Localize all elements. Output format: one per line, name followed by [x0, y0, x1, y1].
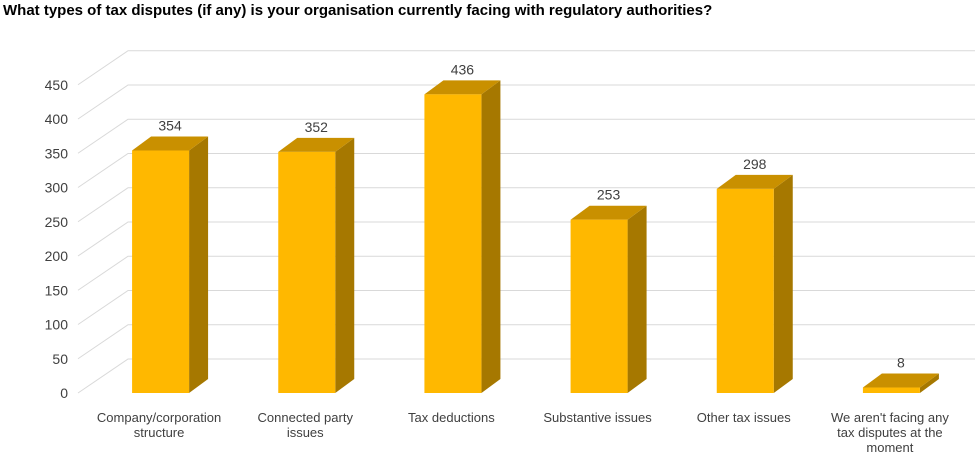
bar — [278, 151, 336, 393]
bar-top — [424, 80, 501, 95]
bar-side — [919, 373, 939, 393]
gridline — [77, 50, 975, 86]
data-label: 436 — [451, 61, 475, 77]
y-tick-label: 100 — [45, 317, 69, 333]
bar-top — [862, 373, 939, 388]
y-tick-label: 0 — [60, 385, 68, 401]
x-category-label: Connected party issues — [258, 410, 354, 440]
x-category-label: We aren't facing any tax disputes at the m… — [831, 410, 949, 455]
gridline — [77, 118, 975, 154]
bar-top — [278, 137, 355, 152]
y-tick-label: 400 — [45, 111, 69, 127]
data-label: 253 — [597, 187, 621, 203]
bar — [570, 219, 628, 393]
gridline — [77, 290, 975, 325]
bar-top — [570, 205, 647, 220]
y-tick-label: 200 — [45, 248, 69, 264]
bar-side — [627, 205, 647, 393]
bar — [424, 94, 482, 393]
bar-top — [132, 136, 209, 151]
bar-side — [189, 136, 209, 393]
bars — [132, 80, 939, 393]
data-labels: 354 352 436 253 298 8 — [158, 61, 905, 370]
gridline — [77, 221, 975, 257]
x-axis-categories: Company/corporation structure Connected pa… — [97, 410, 949, 455]
x-category-label: Substantive issues — [543, 410, 652, 425]
gridline — [77, 324, 975, 360]
gridline — [77, 84, 975, 120]
y-tick-label: 300 — [45, 180, 69, 196]
gridline — [77, 255, 975, 291]
y-tick-label: 150 — [45, 282, 69, 298]
y-axis-ticks: 0 50 100 150 200 250 300 350 400 450 — [45, 77, 69, 401]
bar — [132, 150, 190, 393]
bar-side — [481, 80, 501, 393]
chart-title: What types of tax disputes (if any) is y… — [3, 2, 713, 19]
x-category-label: Company/corporation structure — [97, 410, 221, 440]
x-category-label: Tax deductions — [408, 410, 495, 425]
y-tick-label: 50 — [52, 351, 68, 367]
y-tick-label: 350 — [45, 145, 69, 161]
data-label: 354 — [158, 118, 182, 134]
x-category-label: Other tax issues — [697, 410, 791, 425]
bar-top — [716, 174, 793, 189]
bar-side — [773, 174, 793, 393]
bar — [716, 188, 774, 393]
data-label: 298 — [743, 156, 767, 172]
y-tick-label: 250 — [45, 214, 69, 230]
gridline — [77, 153, 975, 188]
gridlines — [77, 50, 975, 394]
bar — [862, 387, 920, 393]
y-tick-label: 450 — [45, 77, 69, 93]
data-label: 8 — [897, 355, 905, 371]
gridline — [77, 358, 975, 394]
bar-side — [335, 137, 355, 393]
gridline — [77, 187, 975, 223]
data-label: 352 — [305, 119, 329, 135]
